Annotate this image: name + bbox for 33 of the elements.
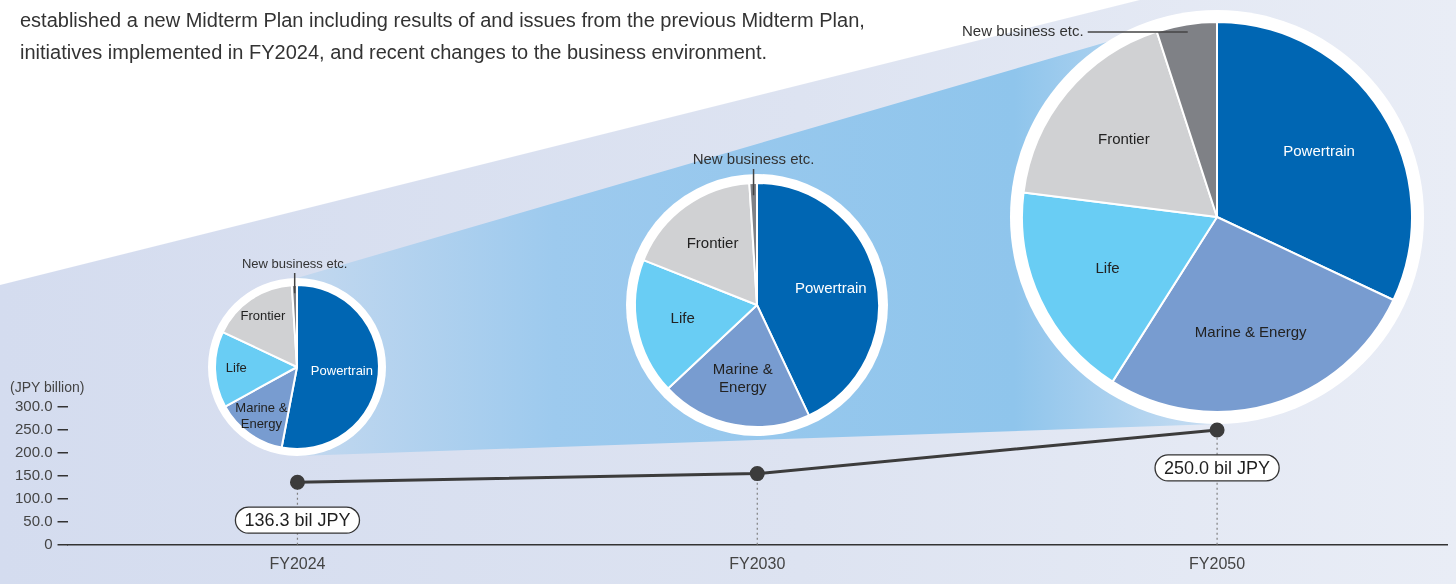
- x-tick-label: FY2050: [1189, 554, 1246, 572]
- slice-label: Powertrain: [795, 278, 867, 296]
- slice-label: New business etc.: [242, 256, 348, 272]
- slice-label: Powertrain: [1283, 142, 1356, 160]
- slice-label: Marine & Energy: [1194, 323, 1308, 341]
- slice-label: Powertrain: [311, 362, 374, 378]
- y-tick-label: 0: [44, 534, 53, 552]
- data-label: 136.3 bil JPY: [244, 510, 351, 531]
- x-tick-label: FY2030: [729, 554, 786, 572]
- slice-label: Marine & Energy: [713, 360, 774, 396]
- y-tick-label: 50.0: [23, 511, 53, 529]
- y-tick-label: 150.0: [14, 466, 53, 484]
- data-label: 250.0 bil JPY: [1164, 457, 1271, 478]
- slice-label: New business etc.: [692, 149, 815, 167]
- slice-label: Life: [670, 309, 696, 327]
- x-tick-label: FY2024: [269, 554, 326, 572]
- text: initiatives implemented in FY2024, and recent changes to the business environment.: [20, 40, 769, 65]
- y-tick-label: 200.0: [14, 443, 53, 461]
- y-tick-label: 300.0: [14, 397, 53, 415]
- y-tick-label: 250.0: [14, 420, 53, 438]
- slice-label: Frontier: [240, 308, 287, 324]
- slice-label: Frontier: [1098, 130, 1150, 148]
- slice-label: Life: [1095, 258, 1120, 276]
- slice-label: Frontier: [686, 233, 739, 251]
- point: [289, 474, 305, 490]
- point: [1209, 422, 1225, 438]
- y-tick-label: 100.0: [14, 489, 53, 507]
- slice-label: New business etc.: [962, 22, 1084, 40]
- y-axis-title: (JPY billion): [10, 378, 85, 395]
- point: [749, 466, 765, 482]
- slice-label: Life: [226, 360, 248, 376]
- slice-label: Marine & Energy: [235, 399, 289, 431]
- text: established a new Midterm Plan including results of and issues from the previous Midterm Plan,: [20, 8, 865, 33]
